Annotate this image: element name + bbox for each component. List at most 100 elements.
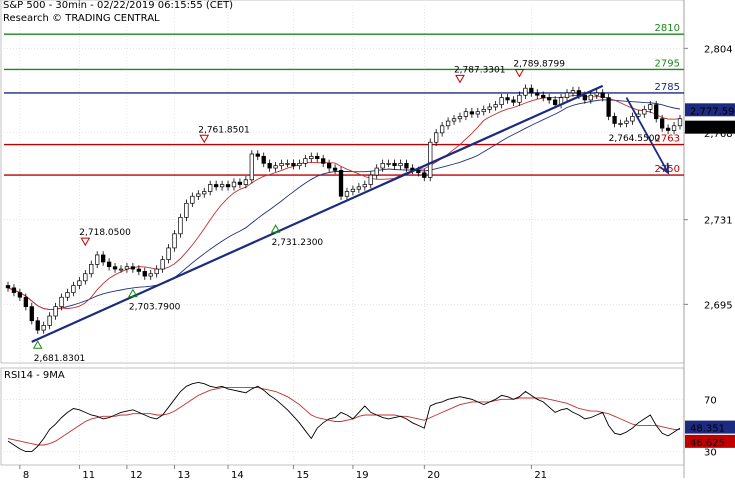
candle-body <box>439 125 445 134</box>
candle-body <box>142 271 147 277</box>
target-arrow-head <box>659 162 670 175</box>
swing-high-marker <box>455 74 465 84</box>
candle-body <box>648 104 653 110</box>
candle-body <box>11 287 17 293</box>
candle-body <box>493 104 498 108</box>
candle-body <box>564 92 570 98</box>
candle-body <box>273 165 278 169</box>
candle-body <box>315 155 320 160</box>
candle-body <box>112 266 118 270</box>
candle-body <box>83 273 88 282</box>
x-tick-label: 19 <box>356 470 369 480</box>
candle-body <box>428 141 433 178</box>
candle-body <box>178 217 183 235</box>
candle-body <box>184 202 189 218</box>
candle-body <box>671 125 677 131</box>
swing-high-label: 2,761.8501 <box>198 125 250 135</box>
swing-low-marker <box>270 224 281 233</box>
rsi-ma-last-badge: 46.625 <box>690 438 725 449</box>
candle-body <box>279 163 284 167</box>
candle-body <box>202 191 207 195</box>
candle-body <box>47 315 52 326</box>
candle-body <box>576 90 582 96</box>
candle-body <box>386 163 391 165</box>
candle-body <box>41 325 46 331</box>
candle-body <box>196 193 201 197</box>
candle-body <box>118 268 124 271</box>
candle-body <box>53 306 58 317</box>
candle-body <box>130 266 136 270</box>
candle-body <box>481 108 486 113</box>
candle-body <box>677 118 683 127</box>
candle-body <box>249 153 254 181</box>
price-tick-label: 2,695 <box>704 300 733 311</box>
candle-body <box>95 254 100 265</box>
candle-body <box>219 184 225 188</box>
candle-body <box>303 158 308 164</box>
rsi-ma-last-badge-bg <box>685 434 735 448</box>
candle-body <box>535 92 540 96</box>
candle-body <box>499 97 504 105</box>
x-tick-label: 12 <box>130 470 143 480</box>
candle-body <box>451 118 457 122</box>
candle-body <box>457 116 463 120</box>
candle-body <box>392 163 397 167</box>
candle-body <box>101 254 106 263</box>
candle-body <box>65 292 70 298</box>
rsi-ma-line <box>7 387 680 446</box>
candle-body <box>588 94 593 101</box>
candle-body <box>594 92 599 96</box>
candle-body <box>255 153 260 157</box>
candle-body <box>362 184 367 188</box>
candle-body <box>422 172 427 178</box>
candle-body <box>350 188 356 192</box>
candle-body <box>374 167 379 176</box>
level-label-2785: 2785 <box>655 82 680 93</box>
x-tick-label: 14 <box>231 470 244 480</box>
support-trendline <box>31 84 604 343</box>
candle-body <box>237 181 243 185</box>
candle-body <box>261 155 266 164</box>
candle-body <box>285 163 290 165</box>
swing-low-label: 2,731.2300 <box>272 238 324 248</box>
candle-body <box>338 170 344 197</box>
candle-body <box>463 111 469 117</box>
rsi-panel-title: RSI14 - 9MA <box>4 370 65 381</box>
candle-body <box>356 186 362 190</box>
swing-low-marker <box>128 288 138 298</box>
candle-body <box>445 120 451 127</box>
candle-body <box>612 116 617 124</box>
candle-body <box>505 97 510 101</box>
price-tick-label: 2,804 <box>704 44 733 55</box>
candle-body <box>321 158 326 164</box>
candle-body <box>552 99 558 105</box>
candle-body <box>89 264 94 275</box>
rsi-last-badge: 48.351 <box>690 424 725 435</box>
candle-body <box>172 233 177 249</box>
candle-body <box>190 195 195 204</box>
candle-body <box>124 266 130 270</box>
rsi-tick-label: 30 <box>704 448 717 459</box>
candle-body <box>344 191 350 197</box>
swing-low-marker <box>32 340 43 349</box>
candle-body <box>660 118 665 129</box>
swing-high-marker <box>514 68 525 78</box>
swing-low-label: 2,681.8301 <box>34 354 86 364</box>
x-tick-label: 21 <box>534 470 547 480</box>
candle-body <box>208 184 213 192</box>
target-arrow-shaft <box>625 97 669 174</box>
candle-body <box>523 87 528 96</box>
candle-body <box>231 181 237 188</box>
level-label-2795: 2795 <box>655 58 680 69</box>
candle-body <box>332 167 338 171</box>
candle-body <box>398 163 403 167</box>
last-price-badge: 2,774.88 <box>690 124 735 135</box>
candle-body <box>416 170 421 174</box>
candle-body <box>434 132 439 143</box>
price-tick-label: 2,731 <box>704 216 733 227</box>
candle-body <box>29 306 34 322</box>
candle-body <box>225 184 231 188</box>
candle-body <box>166 247 171 261</box>
candle-body <box>630 116 635 122</box>
